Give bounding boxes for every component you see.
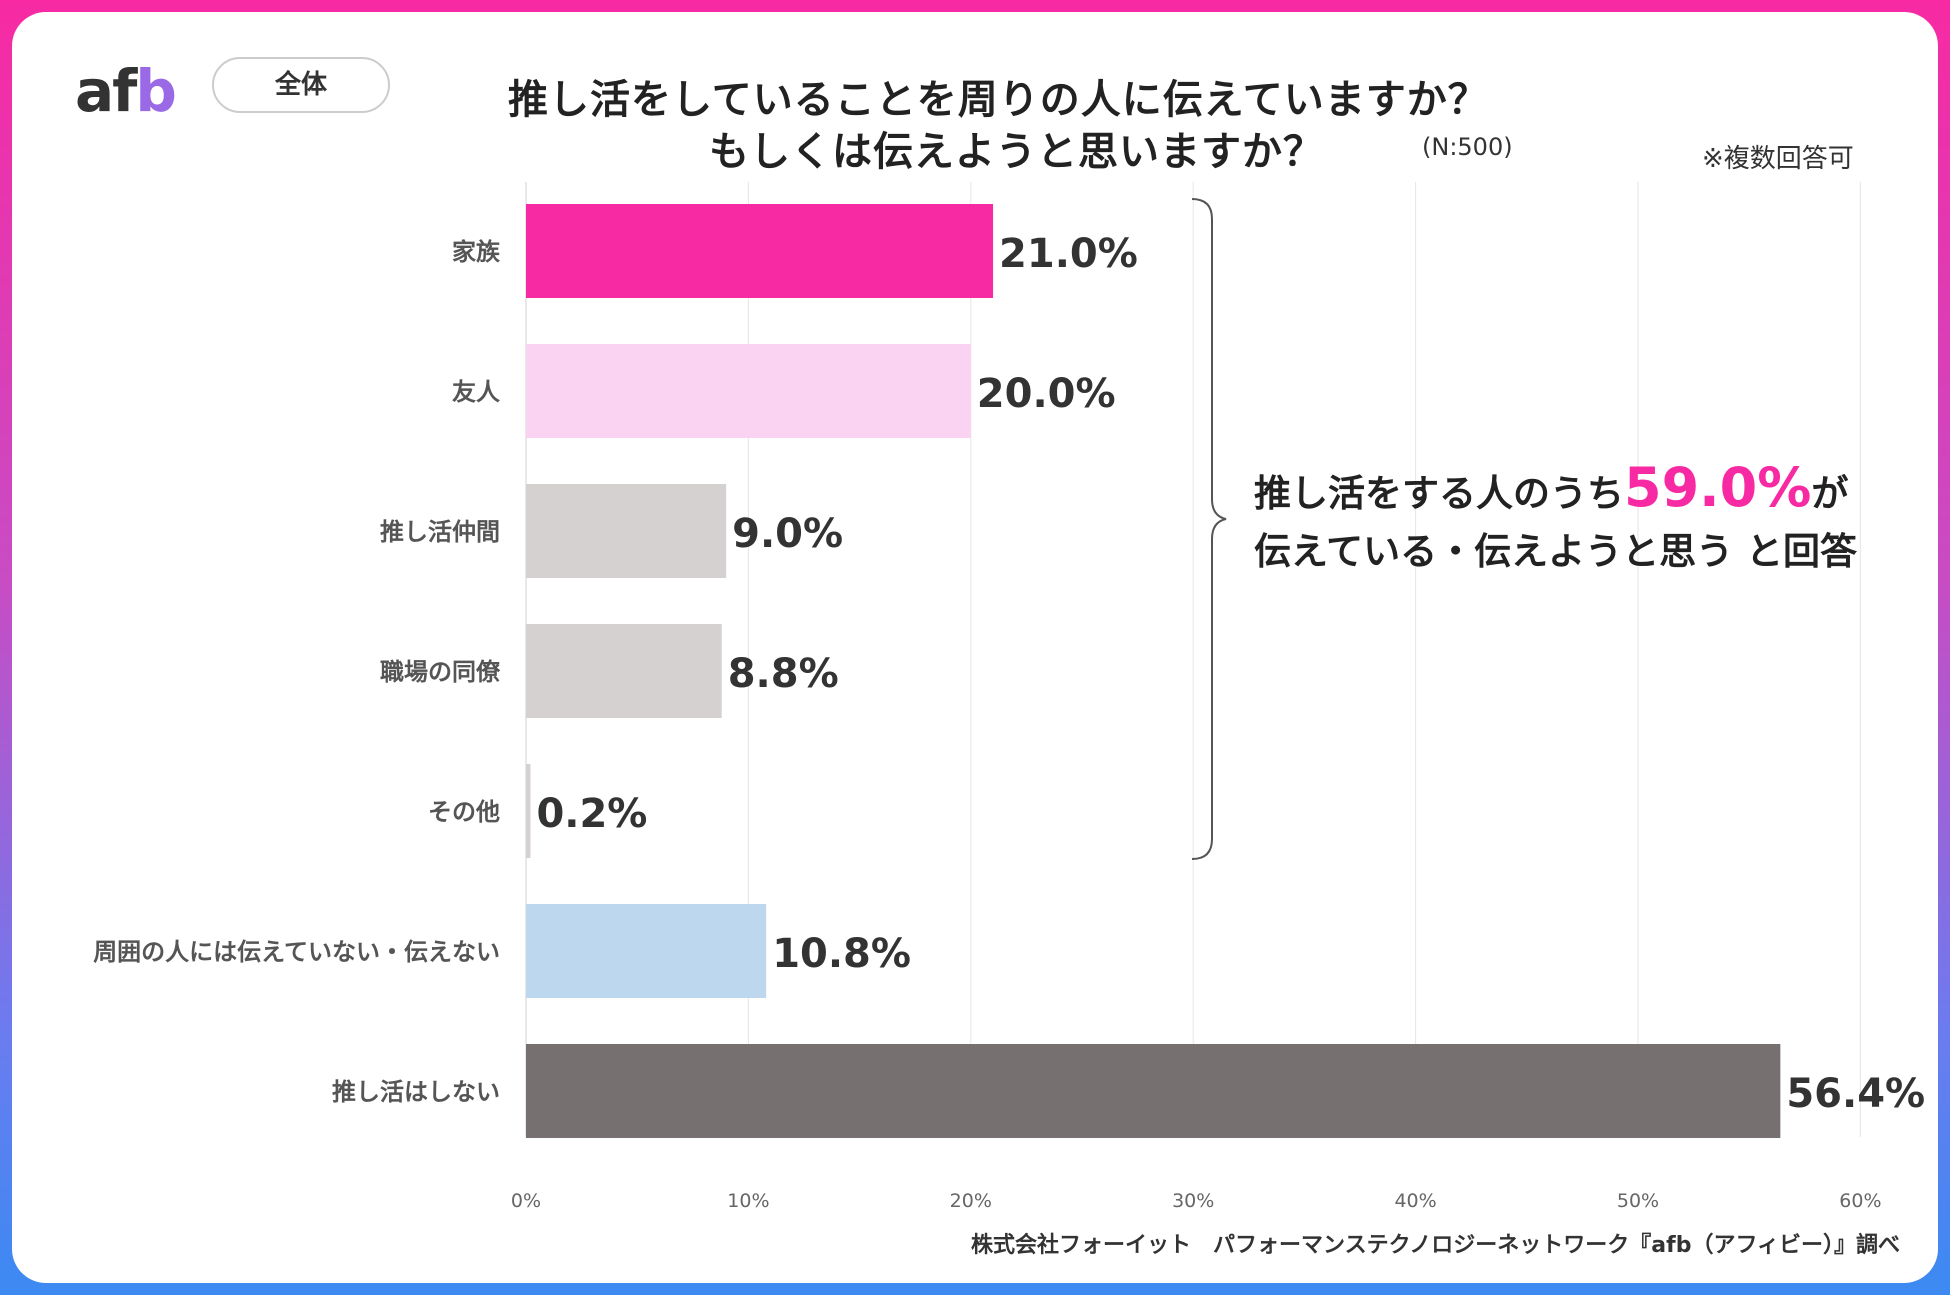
chart-card: afb 全体 推し活をしていることを周りの人に伝えていますか？ もしくは伝えよう… bbox=[12, 12, 1938, 1283]
x-tick-label: 20% bbox=[950, 1190, 992, 1212]
x-tick-label: 50% bbox=[1617, 1190, 1659, 1212]
group-brace bbox=[1191, 198, 1227, 860]
value-label: 21.0% bbox=[999, 231, 1138, 277]
category-label: その他 bbox=[428, 798, 500, 826]
category-label: 周囲の人には伝えていない・伝えない bbox=[93, 938, 500, 966]
source-credit: 株式会社フォーイット パフォーマンステクノロジーネットワーク『afb（アフィビー… bbox=[971, 1233, 1900, 1258]
category-label: 推し活はしない bbox=[332, 1078, 500, 1106]
value-label: 56.4% bbox=[1786, 1071, 1925, 1117]
bar bbox=[526, 904, 767, 998]
value-label: 20.0% bbox=[977, 371, 1116, 417]
afb-logo: afb bbox=[75, 57, 177, 125]
category-labels: 家族友人推し活仲間職場の同僚その他周囲の人には伝えていない・伝えない推し活はしな… bbox=[93, 238, 501, 1106]
bar-chart: 家族友人推し活仲間職場の同僚その他周囲の人には伝えていない・伝えない推し活はしな… bbox=[93, 182, 1925, 1212]
bars bbox=[526, 204, 1781, 1138]
x-tick-label: 10% bbox=[727, 1190, 769, 1212]
sample-size: (N:500) bbox=[1422, 133, 1513, 161]
bar bbox=[526, 764, 531, 858]
value-label: 0.2% bbox=[536, 791, 647, 837]
value-label: 8.8% bbox=[728, 651, 839, 697]
multiple-answer-note: ※複数回答可 bbox=[1702, 144, 1854, 174]
bar bbox=[526, 204, 994, 298]
x-axis-ticks: 0% 10% 20% 30% 40% 50% 60% bbox=[511, 1190, 1882, 1212]
x-tick-label: 40% bbox=[1394, 1190, 1436, 1212]
chart-title-line2: もしくは伝えようと思いますか？ bbox=[709, 129, 1324, 175]
category-label: 職場の同僚 bbox=[380, 658, 501, 686]
x-tick-label: 30% bbox=[1172, 1190, 1214, 1212]
callout-summary: 推し活をする人のうち59.0%が 伝えている・伝えようと思う と回答 bbox=[1254, 456, 1858, 574]
category-label: 友人 bbox=[452, 378, 500, 406]
x-tick-label: 0% bbox=[511, 1190, 541, 1212]
value-label: 9.0% bbox=[732, 511, 843, 557]
value-label: 10.8% bbox=[772, 931, 911, 977]
bar bbox=[526, 344, 971, 438]
callout-highlight: 59.0% bbox=[1624, 456, 1812, 519]
bar bbox=[526, 1044, 1781, 1138]
category-label: 推し活仲間 bbox=[380, 518, 500, 546]
value-labels: 21.0% 20.0% 9.0% 8.8% 0.2% 10.8% 56.4% bbox=[536, 231, 1925, 1117]
scope-badge: 全体 bbox=[212, 57, 390, 113]
x-tick-label: 60% bbox=[1839, 1190, 1881, 1212]
bar bbox=[526, 484, 727, 578]
bar bbox=[526, 624, 722, 718]
category-label: 家族 bbox=[452, 238, 501, 266]
chart-title-line1: 推し活をしていることを周りの人に伝えていますか？ bbox=[508, 77, 1489, 123]
